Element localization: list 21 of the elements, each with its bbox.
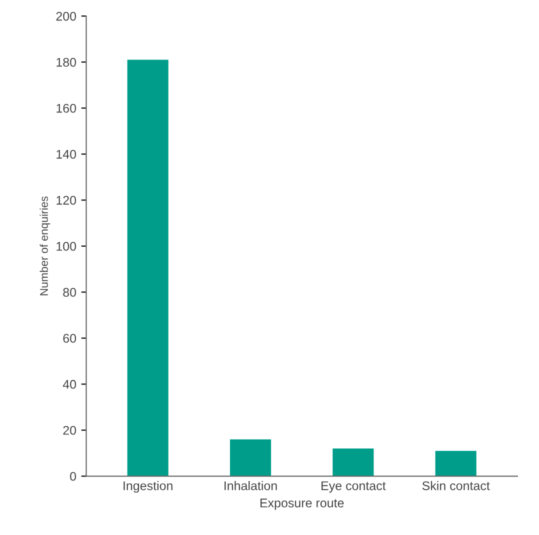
bar	[230, 439, 272, 476]
x-tick-label: Inhalation	[224, 481, 277, 490]
y-tick-label: 100	[56, 242, 76, 251]
bar	[127, 60, 168, 476]
y-tick-label: 20	[63, 426, 76, 435]
x-tick-label: Eye contact	[322, 481, 386, 493]
y-tick-label: 160	[56, 104, 76, 113]
y-tick-label: 0	[70, 472, 76, 481]
bar	[332, 448, 374, 476]
y-tick-label: 180	[56, 58, 76, 67]
x-axis-title: Exposure route	[260, 498, 344, 510]
y-tick-label: 80	[63, 288, 76, 297]
x-tick-label: Skin contact	[422, 481, 490, 490]
y-tick-label: 200	[56, 12, 76, 21]
y-tick-label: 140	[56, 150, 76, 159]
x-tick-label: Ingestion	[124, 481, 172, 493]
bar	[435, 450, 476, 476]
y-tick-label: 60	[63, 334, 76, 343]
y-tick-label: 40	[62, 380, 76, 389]
y-tick-label: 120	[56, 196, 76, 205]
y-axis-title: Number of enquiries	[40, 196, 50, 296]
